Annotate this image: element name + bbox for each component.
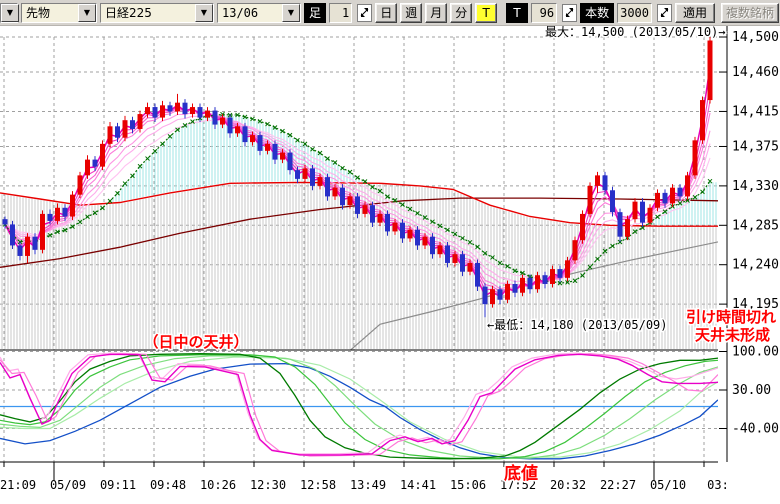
note-no-top-formed: 天井未形成 bbox=[695, 326, 770, 344]
axis-labels: 14,500 14,460 14,415 14,375 14,330 14,285 14,2… bbox=[0, 30, 779, 492]
spinner-diagonal-icon[interactable] bbox=[657, 3, 672, 22]
spinner-diagonal-icon[interactable] bbox=[562, 3, 578, 22]
time-tick-label: 12:30 bbox=[250, 478, 286, 492]
time-tick-label: 05/09 bbox=[50, 478, 86, 492]
rci-green-pale bbox=[0, 356, 718, 458]
chevron-down-icon[interactable]: ▼ bbox=[78, 3, 96, 22]
period-day-button[interactable]: 日 bbox=[375, 2, 398, 23]
spinner-diagonal-icon[interactable] bbox=[357, 3, 373, 22]
ribbon-line bbox=[4, 114, 711, 284]
time-tick-label: 20:32 bbox=[550, 478, 586, 492]
note-bottom-value: 底値 bbox=[504, 463, 538, 484]
maroon-ma-line bbox=[0, 197, 718, 268]
rci-green-mid bbox=[0, 354, 718, 460]
bar-interval-value: 1 bbox=[341, 5, 350, 20]
bar-interval-input[interactable]: 1 bbox=[329, 2, 353, 23]
axes bbox=[0, 26, 728, 481]
contract-value: 13/06 bbox=[222, 5, 259, 20]
note-session-cutoff: 引け時間切れ bbox=[686, 308, 776, 326]
rci-blue bbox=[0, 362, 718, 460]
time-tick-label: 09:11 bbox=[100, 478, 136, 492]
annotations: 最大：14,500 (2013/05/10)→ ←最低：14,180 (2013/… bbox=[142, 24, 778, 486]
chevron-down-icon[interactable]: ▼ bbox=[1, 3, 19, 22]
price-tick-label: 14,415 bbox=[732, 104, 779, 119]
symbol-select[interactable]: 日経225 ▼ bbox=[100, 2, 214, 23]
bar-count-input[interactable]: 3000 bbox=[617, 2, 652, 23]
price-panel bbox=[0, 37, 718, 350]
ribbon-line bbox=[4, 119, 711, 279]
toolbar: ▼ 先物 ▼ 日経225 ▼ 13/06 ▼ 足 1 日 週 月 分 T T 9… bbox=[0, 0, 780, 26]
bar-type-label: 足 bbox=[304, 2, 327, 23]
rci-pink bbox=[0, 353, 718, 457]
oscillator-tick-label: 30.00 bbox=[732, 383, 771, 398]
partial-combo[interactable]: ▼ bbox=[0, 2, 19, 23]
time-tick-label: 17:52 bbox=[500, 478, 536, 492]
multi-symbol-button[interactable]: 複数銘柄 bbox=[721, 2, 779, 23]
time-tick-label: 05/10 bbox=[650, 478, 686, 492]
period-week-button[interactable]: 週 bbox=[400, 2, 423, 23]
tick-count-input[interactable]: 96 bbox=[531, 2, 558, 23]
time-tick-label: 13:49 bbox=[350, 478, 386, 492]
time-tick-label: 10:26 bbox=[200, 478, 236, 492]
price-tick-label: 14,195 bbox=[732, 297, 779, 312]
rci-magenta bbox=[0, 353, 718, 456]
rci-green-dark bbox=[0, 353, 718, 460]
red-ma-line bbox=[0, 181, 718, 227]
instrument-select[interactable]: 先物 ▼ bbox=[21, 2, 97, 23]
note-intraday-top: （日中の天井） bbox=[143, 333, 248, 351]
apply-button[interactable]: 適用 bbox=[675, 2, 715, 23]
time-tick-label: 15:06 bbox=[450, 478, 486, 492]
time-tick-label: 09:48 bbox=[150, 478, 186, 492]
chevron-down-icon[interactable]: ▼ bbox=[282, 3, 300, 22]
period-month-button[interactable]: 月 bbox=[425, 2, 448, 23]
bar-count-value: 3000 bbox=[620, 5, 649, 20]
time-tick-label: 14:41 bbox=[400, 478, 436, 492]
candlesticks bbox=[2, 37, 713, 318]
price-tick-label: 14,500 bbox=[732, 30, 779, 45]
price-tick-label: 14,375 bbox=[732, 139, 779, 154]
oscillator-panel bbox=[0, 352, 718, 460]
tick-toggle-button[interactable]: T bbox=[475, 2, 498, 23]
hatch-fill bbox=[1, 115, 717, 349]
rci-green-light bbox=[0, 355, 718, 459]
period-minute-button[interactable]: 分 bbox=[450, 2, 473, 23]
time-tick-label: 22:27 bbox=[600, 478, 636, 492]
instrument-value: 先物 bbox=[26, 6, 51, 20]
price-tick-label: 14,330 bbox=[732, 179, 779, 194]
time-tick-label: 03: bbox=[707, 478, 729, 492]
tick-label: T bbox=[506, 2, 529, 23]
price-tick-label: 14,460 bbox=[732, 65, 779, 80]
price-tick-label: 14,240 bbox=[732, 258, 779, 273]
contract-select[interactable]: 13/06 ▼ bbox=[217, 2, 301, 23]
symbol-value: 日経225 bbox=[105, 6, 152, 20]
chevron-down-icon[interactable]: ▼ bbox=[195, 3, 213, 22]
tick-count-value: 96 bbox=[539, 5, 555, 20]
oscillator-tick-label: 100.00 bbox=[732, 345, 779, 360]
chart-canvas[interactable]: 14,500 14,460 14,415 14,375 14,330 14,285 14,2… bbox=[0, 24, 780, 500]
max-price-annotation: 最大：14,500 (2013/05/10)→ bbox=[545, 26, 726, 39]
time-tick-label: 21:09 bbox=[0, 478, 36, 492]
time-tick-label: 12:58 bbox=[300, 478, 336, 492]
oscillator-tick-label: -40.00 bbox=[732, 422, 779, 437]
bar-count-label: 本数 bbox=[580, 2, 615, 23]
price-chart[interactable]: 14,500 14,460 14,415 14,375 14,330 14,285 14,2… bbox=[0, 24, 780, 500]
price-tick-label: 14,285 bbox=[732, 218, 779, 233]
min-price-annotation: ←最低：14,180 (2013/05/09) bbox=[487, 318, 668, 332]
rci-pink-pale bbox=[0, 352, 718, 455]
